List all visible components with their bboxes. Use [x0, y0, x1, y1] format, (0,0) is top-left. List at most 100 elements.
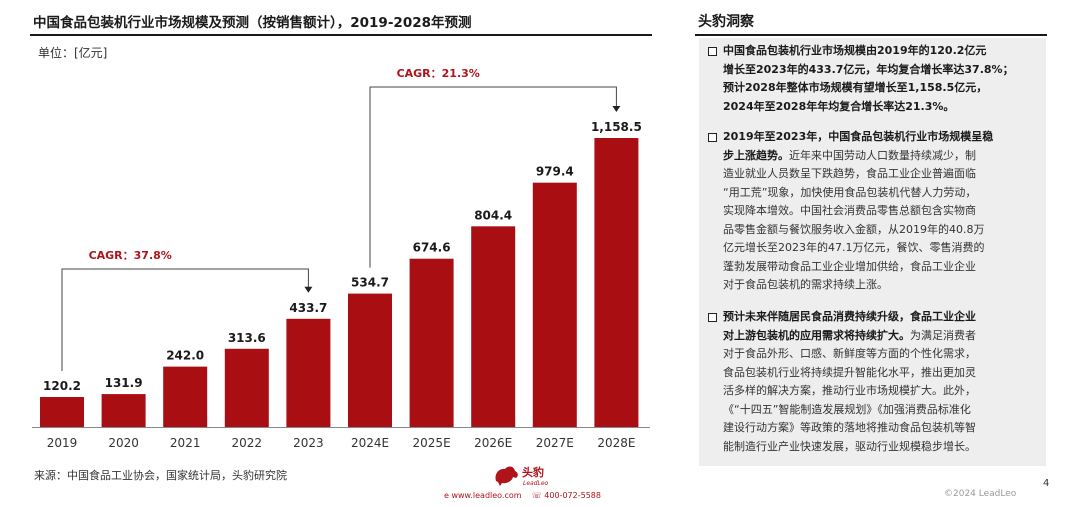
value-label: 534.7 [351, 276, 389, 290]
value-label: 804.4 [474, 208, 512, 222]
insight-line: 对于食品包装机的需求持续上涨。 [723, 276, 993, 295]
title-divider [30, 34, 652, 36]
value-label: 979.4 [536, 165, 574, 179]
website-link[interactable]: www.leadleo.com [451, 491, 522, 500]
cagr-label: CAGR：37.8% [89, 249, 172, 262]
insight-text: 对于食品外形、口感、新鲜度等方面的个性化需求， [723, 347, 976, 360]
bar-2024E [348, 293, 392, 427]
x-tick-label: 2024E [351, 436, 389, 450]
source-note: 来源：中国食品工业协会，国家统计局，头豹研究院 [34, 469, 287, 482]
arrow-down-icon [304, 286, 313, 293]
phone-icon: ☏ [531, 491, 542, 500]
insight-line: 《“十四五”智能制造发展规划》《加强消费品标准化 [723, 401, 976, 420]
insight-text: 造业就业人员数呈下跌趋势，食品工业企业普遍面临 [723, 167, 976, 180]
insight-bold-text: 对上游包装机的应用需求将持续扩大。 [723, 328, 910, 342]
insight-text: 近年来中国劳动人口数量持续减少，制 [789, 148, 976, 162]
page-title: 中国食品包装机行业市场规模及预测（按销售额计），2019-2028年预测 [33, 15, 472, 31]
bar-2019 [40, 397, 84, 427]
insight-item-3: 预计未来伴随居民食品消费持续升级，食品工业企业 对上游包装机的应用需求将持续扩大。… [708, 308, 976, 456]
x-tick-label: 2021 [170, 436, 201, 450]
x-tick-label: 2019 [47, 436, 78, 450]
chart-value-labels: 120.2 131.9 242.0 313.6 433.7 534.7 674.6 804.4… [43, 120, 642, 393]
cagr-bracket [369, 86, 617, 268]
insight-line: 2019年至2023年，中国食品包装机行业市场规模呈稳 [723, 128, 993, 147]
page-number: 4 [1043, 478, 1050, 489]
bar-2022 [224, 348, 269, 427]
insight-bold-text: 步上涨趋势。 [723, 148, 789, 162]
insight-line: 对上游包装机的应用需求将持续扩大。为满足消费者 [723, 327, 976, 346]
bar-2023 [286, 318, 331, 427]
x-tick-label: 2022 [232, 436, 263, 450]
insight-line: 食品包装机行业将持续提升智能化水平，推出更加灵 [723, 364, 976, 383]
insight-text: 实现降本增效。中国社会消费品零售总额包含实物商 [723, 204, 976, 217]
bar-2028E [594, 138, 639, 427]
insight-item-2: 2019年至2023年，中国食品包装机行业市场规模呈稳 步上涨趋势。近年来中国劳动… [708, 128, 993, 295]
insight-line: 对于食品外形、口感、新鲜度等方面的个性化需求， [723, 345, 976, 364]
insight-bold-text: 中国食品包装机行业市场规模由2019年的120.2亿元 [723, 44, 987, 57]
insight-bold-text: 预计未来伴随居民食品消费持续升级，食品工业企业 [723, 310, 976, 323]
value-label: 674.6 [413, 241, 451, 255]
copyright: ©2024 LeadLeo [944, 489, 1017, 499]
market-size-bar-chart: CAGR：37.8% CAGR：21.3% 120.2 131.9 242.0 313.… [32, 67, 650, 450]
insight-line: 实现降本增效。中国社会消费品零售总额包含实物商 [723, 202, 993, 221]
phone-number: 400-072-5588 [544, 491, 601, 500]
checkbox-icon [708, 313, 717, 322]
insights-divider [695, 34, 1047, 36]
insight-bold-text: 预计2028年整体市场规模有望增长至1,158.5亿元， [723, 81, 988, 94]
bar-2027E [532, 182, 577, 427]
insight-text: 对于食品包装机的需求持续上涨。 [723, 278, 888, 291]
cagr-bracket [61, 268, 309, 372]
x-tick-label: 2023 [293, 436, 324, 450]
insight-line: 品零售金额与餐饮服务收入金额，从2019年的40.8万 [723, 221, 993, 240]
insight-line: 蓬勃发展带动食品工业企业增加供给，食品工业企业 [723, 258, 993, 277]
x-tick-label: 2028E [597, 436, 635, 450]
insight-line: 建设行动方案》等政策的落地将推动食品包装机等智 [723, 419, 976, 438]
x-tick-label: 2027E [536, 436, 574, 450]
x-tick-label: 2020 [108, 436, 139, 450]
insight-line: 亿元增长至2023年的47.1万亿元，餐饮、零售消费的 [723, 239, 993, 258]
insight-text: 为满足消费者 [910, 328, 976, 342]
x-tick-label: 2025E [413, 436, 451, 450]
arrow-down-icon [612, 106, 621, 112]
unit-label: 单位：[亿元] [38, 46, 108, 60]
insight-line: 能制造行业产业快速发展，驱动行业规模稳步增长。 [723, 438, 976, 457]
bar-2026E [471, 226, 516, 427]
insight-line: 造业就业人员数呈下跌趋势，食品工业企业普遍面临 [723, 165, 993, 184]
insight-bold-text: 2024年至2028年年均复合增长率达21.3%。 [723, 99, 955, 113]
insight-line: 增长至2023年的433.7亿元，年均复合增长率达37.8%； [723, 61, 1014, 80]
insight-text: 建设行动方案》等政策的落地将推动食品包装机等智 [723, 421, 976, 434]
insight-text: 食品包装机行业将持续提升智能化水平，推出更加灵 [723, 365, 976, 379]
chart-bars [40, 138, 639, 427]
insight-text: 《“十四五”智能制造发展规划》《加强消费品标准化 [723, 402, 971, 416]
insight-text: 品零售金额与餐饮服务收入金额，从2019年的40.8万 [723, 222, 985, 236]
value-label: 313.6 [228, 331, 266, 345]
checkbox-icon [708, 47, 717, 56]
x-tick-label: 2026E [474, 436, 512, 450]
insight-line: 活多样的解决方案，推动行业市场规模扩大。此外， [723, 382, 976, 401]
value-label: 131.9 [105, 376, 143, 390]
insight-bold-text: 2019年至2023年，中国食品包装机行业市场规模呈稳 [723, 130, 994, 143]
leadleo-logo: 头豹 LeadLeo [495, 465, 549, 487]
insight-text: 亿元增长至2023年的47.1万亿元，餐饮、零售消费的 [723, 241, 985, 254]
bar-2020 [101, 394, 146, 427]
checkbox-icon [708, 133, 717, 142]
insight-line: 中国食品包装机行业市场规模由2019年的120.2亿元 [723, 42, 1014, 61]
insight-text: 能制造行业产业快速发展，驱动行业规模稳步增长。 [723, 439, 976, 453]
insight-bold-text: 增长至2023年的433.7亿元，年均复合增长率达37.8%； [723, 62, 1014, 76]
brand-name-en: LeadLeo [523, 480, 549, 487]
value-label: 242.0 [166, 349, 204, 363]
globe-icon: e [444, 491, 449, 500]
bar-2021 [163, 366, 208, 427]
insights-panel: 中国食品包装机行业市场规模由2019年的120.2亿元增长至2023年的433.… [699, 38, 1046, 466]
insight-text: 活多样的解决方案，推动行业市场规模扩大。此外， [723, 384, 976, 397]
value-label: 1,158.5 [591, 120, 642, 134]
insights-title: 头豹洞察 [698, 14, 754, 30]
insight-line: “用工荒”现象，加快使用食品包装机代替人力劳动， [723, 184, 993, 203]
contact-info: e www.leadleo.com ☏ 400-072-5588 [444, 491, 601, 500]
value-label: 120.2 [43, 379, 81, 393]
cagr-label: CAGR：21.3% [397, 67, 480, 80]
brand-name-cn: 头豹 [522, 465, 544, 479]
insight-text: 蓬勃发展带动食品工业企业增加供给，食品工业企业 [723, 259, 976, 273]
cagr-annotations: CAGR：37.8% CAGR：21.3% [61, 67, 621, 372]
insight-line: 步上涨趋势。近年来中国劳动人口数量持续减少，制 [723, 147, 993, 166]
